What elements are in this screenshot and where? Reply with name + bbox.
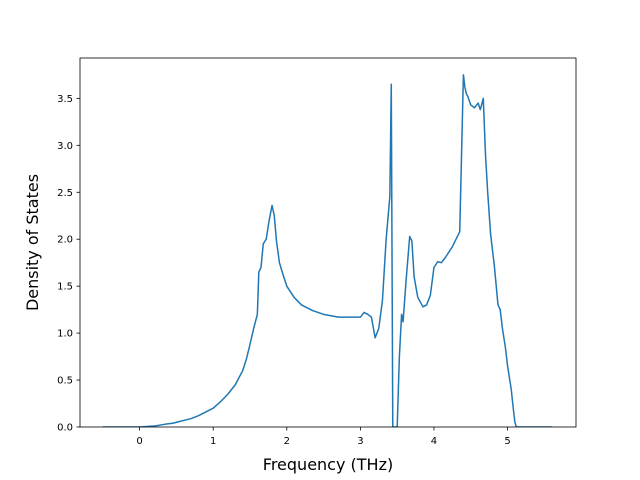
y-tick-label: 1.5: [57, 282, 73, 293]
x-tick-label: 5: [504, 436, 510, 447]
y-tick-label: 0.0: [57, 423, 73, 434]
y-tick-label: 2.0: [57, 235, 73, 246]
dos-series-line: [102, 74, 552, 427]
x-tick-label: 3: [357, 436, 363, 447]
y-tick-label: 2.5: [57, 188, 73, 199]
y-tick-label: 1.0: [57, 329, 73, 340]
y-tick-label: 0.5: [57, 376, 73, 387]
y-tick-label: 3.5: [57, 94, 73, 105]
x-tick-label: 1: [210, 436, 216, 447]
x-tick-label: 2: [284, 436, 290, 447]
plot-frame: [79, 57, 577, 428]
y-axis: 0.0 0.5 1.0 1.5 2.0 2.5 3.0 3.5: [57, 94, 80, 434]
x-tick-label: 4: [431, 436, 437, 447]
x-axis-label: Frequency (THz): [263, 455, 393, 474]
x-tick-label: 0: [136, 436, 142, 447]
y-axis-label: Density of States: [23, 174, 42, 311]
x-axis: 0 1 2 3 4 5: [136, 427, 511, 447]
y-tick-label: 3.0: [57, 141, 73, 152]
